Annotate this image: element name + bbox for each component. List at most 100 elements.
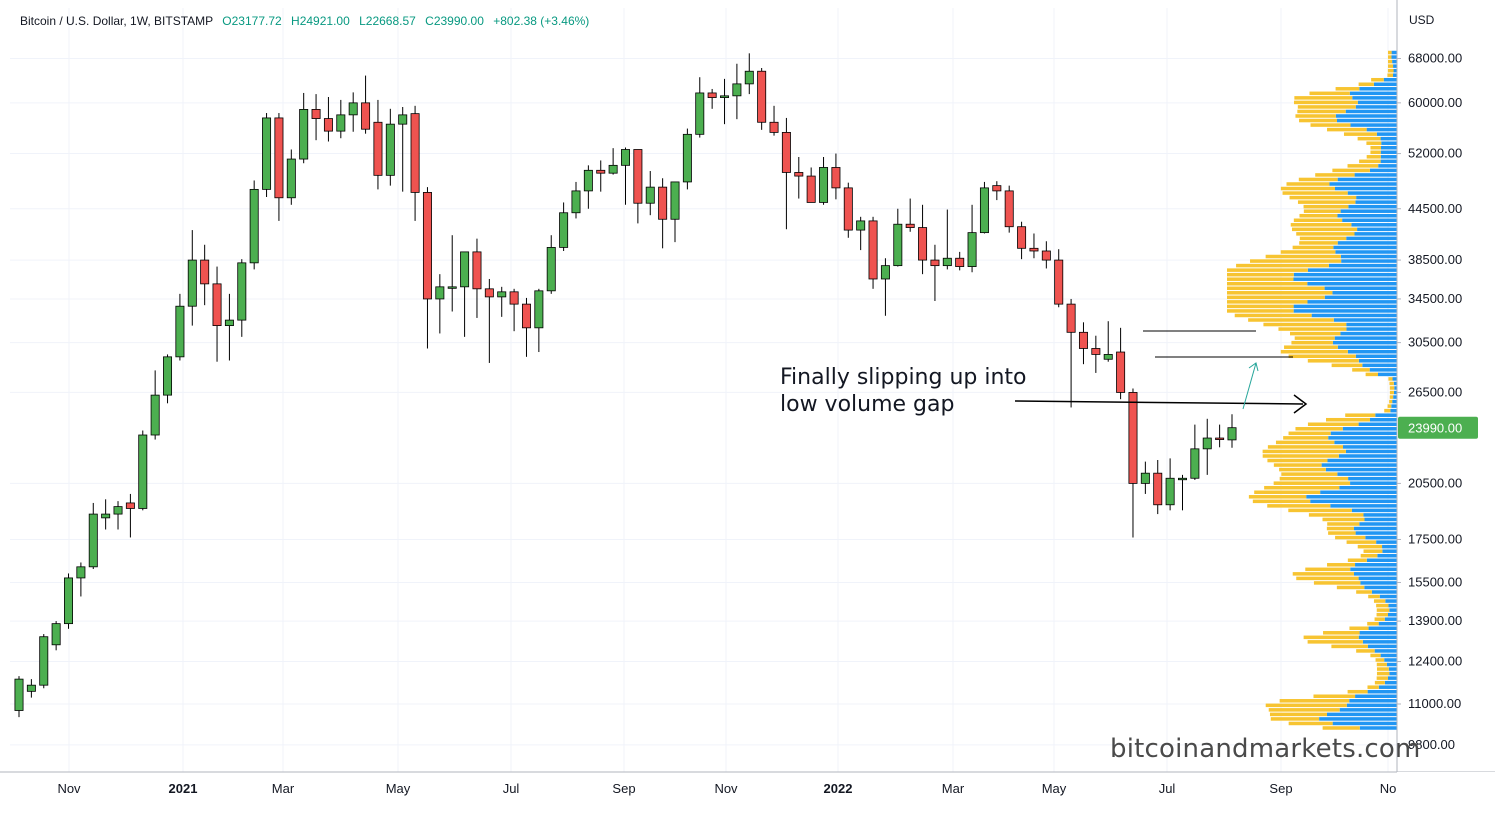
candle[interactable] (348, 92, 358, 132)
candle[interactable] (311, 94, 321, 141)
candle[interactable] (645, 171, 655, 216)
candle[interactable] (930, 244, 940, 302)
candle[interactable] (682, 128, 692, 190)
candle[interactable] (1041, 241, 1051, 269)
candle[interactable] (695, 77, 705, 138)
candle[interactable] (1202, 418, 1212, 475)
candle[interactable] (212, 266, 222, 362)
candle[interactable] (744, 53, 754, 95)
candle[interactable] (769, 105, 779, 136)
candle[interactable] (1140, 461, 1150, 494)
candle[interactable] (76, 562, 86, 597)
candle[interactable] (249, 180, 259, 270)
price-axis[interactable]: 68000.00 60000.00 52000.00 44500.00 38500.00… (1396, 0, 1495, 812)
candle[interactable] (1091, 335, 1101, 373)
candle[interactable] (559, 202, 569, 251)
candle[interactable] (1004, 185, 1014, 233)
candle[interactable] (843, 182, 853, 238)
candle[interactable] (1029, 233, 1039, 259)
candle[interactable] (806, 167, 816, 203)
candle[interactable] (546, 235, 556, 294)
candle[interactable] (1103, 321, 1113, 362)
candle[interactable] (1227, 414, 1237, 448)
candle[interactable] (868, 216, 878, 289)
candle[interactable] (831, 153, 841, 200)
candle[interactable] (781, 117, 791, 230)
candle[interactable] (979, 181, 989, 234)
candle[interactable] (224, 293, 234, 361)
candle[interactable] (435, 274, 445, 334)
candle[interactable] (608, 148, 618, 175)
candle[interactable] (1116, 327, 1126, 400)
candle[interactable] (237, 259, 247, 337)
candle[interactable] (51, 621, 61, 651)
candle[interactable] (633, 149, 643, 224)
candle[interactable] (521, 297, 531, 357)
candle[interactable] (187, 230, 197, 326)
candle[interactable] (101, 499, 111, 530)
candle[interactable] (323, 96, 333, 142)
candle[interactable] (460, 251, 470, 337)
candle[interactable] (856, 216, 866, 251)
candle[interactable] (732, 63, 742, 120)
candle[interactable] (1178, 474, 1187, 511)
candle[interactable] (361, 75, 371, 134)
currency-label[interactable]: USD (1409, 13, 1435, 27)
candle[interactable] (26, 679, 36, 698)
candle[interactable] (893, 208, 903, 267)
candle[interactable] (1066, 298, 1076, 408)
candle[interactable] (905, 198, 915, 232)
candle[interactable] (113, 501, 123, 530)
candle[interactable] (571, 181, 581, 219)
candle[interactable] (64, 573, 73, 629)
candle[interactable] (707, 88, 717, 109)
candle[interactable] (819, 156, 829, 205)
candle[interactable] (200, 244, 210, 306)
candle[interactable] (286, 149, 296, 205)
candle[interactable] (1017, 221, 1027, 260)
candle[interactable] (163, 354, 173, 404)
candle[interactable] (1215, 424, 1225, 448)
candle[interactable] (410, 105, 420, 221)
candle[interactable] (447, 235, 457, 312)
candle[interactable] (299, 92, 309, 164)
candle[interactable] (274, 113, 284, 221)
candle[interactable] (385, 108, 395, 186)
candle[interactable] (398, 107, 408, 192)
candle[interactable] (484, 278, 494, 363)
candle[interactable] (39, 634, 49, 689)
candle[interactable] (1165, 458, 1175, 511)
candle[interactable] (880, 258, 890, 316)
time-axis[interactable]: Nov 2021 Mar May Jul Sep Nov 2022 Mar May Jul Sep No (0, 771, 1495, 812)
candle[interactable] (967, 204, 977, 273)
candle[interactable] (942, 209, 952, 270)
candle[interactable] (918, 204, 928, 275)
candle[interactable] (509, 288, 519, 332)
candle[interactable] (583, 165, 593, 209)
candle[interactable] (794, 156, 804, 199)
candle[interactable] (1078, 322, 1088, 365)
candle[interactable] (497, 286, 507, 317)
candle[interactable] (992, 181, 1002, 201)
candle[interactable] (88, 502, 98, 570)
candle[interactable] (757, 68, 767, 130)
candle[interactable] (955, 251, 965, 271)
candle[interactable] (175, 293, 185, 361)
candle[interactable] (720, 78, 730, 125)
candle[interactable] (422, 187, 432, 349)
candle[interactable] (1054, 249, 1064, 308)
candle[interactable] (125, 493, 135, 538)
candle[interactable] (336, 99, 346, 139)
candle[interactable] (596, 160, 606, 192)
candle[interactable] (373, 99, 383, 190)
candle[interactable] (1190, 424, 1200, 480)
candle[interactable] (472, 238, 482, 318)
candle[interactable] (138, 430, 148, 511)
candle[interactable] (1128, 388, 1138, 538)
candle[interactable] (150, 370, 160, 440)
candle[interactable] (621, 147, 630, 205)
candle[interactable] (534, 288, 544, 353)
candle[interactable] (1153, 459, 1163, 515)
